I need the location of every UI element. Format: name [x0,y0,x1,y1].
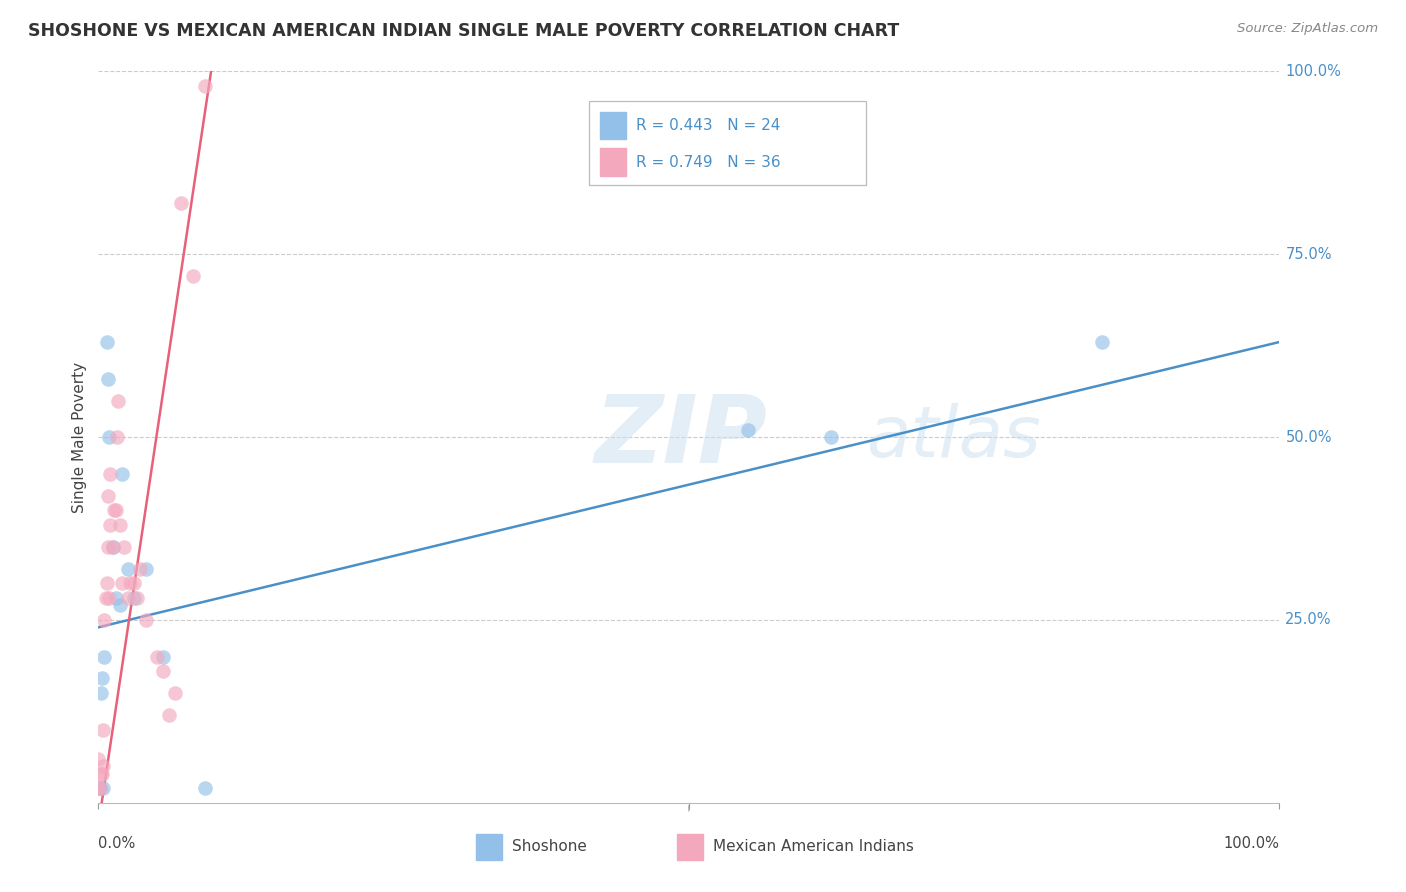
Text: R = 0.443   N = 24: R = 0.443 N = 24 [636,118,780,133]
Point [122,576,145,591]
Bar [589,101,866,185]
Text: 100.0%: 100.0% [1285,64,1341,78]
Point [117,591,139,605]
Text: R = 0.749   N = 36: R = 0.749 N = 36 [636,154,780,169]
Point [165,686,187,700]
Point [170,196,193,211]
Point [89,781,111,796]
Point [98,591,121,605]
Point [97,371,120,385]
Point [181,269,204,284]
Point [117,562,139,576]
Point [1091,334,1114,349]
Bar [600,148,626,176]
Point [194,78,217,93]
Point [93,649,115,664]
Text: Source: ZipAtlas.com: Source: ZipAtlas.com [1237,22,1378,36]
Point [96,334,118,349]
Point [97,540,120,554]
Point [157,708,180,723]
Bar [477,833,502,860]
Point [112,540,135,554]
Point [91,723,114,737]
Point [108,517,131,532]
Point [105,430,128,444]
Text: 50.0%: 50.0% [1285,430,1331,444]
Point [91,766,114,780]
Text: ZIP: ZIP [595,391,768,483]
Point [96,576,118,591]
Point [90,686,112,700]
Point [101,540,124,554]
Point [91,781,114,796]
Bar [678,833,703,860]
Point [146,649,169,664]
Bar [600,112,626,139]
Text: 100.0%: 100.0% [1223,836,1279,851]
Point [111,467,134,481]
Text: atlas: atlas [866,402,1040,472]
Point [111,576,134,591]
Point [93,613,115,627]
Point [107,393,129,408]
Point [820,430,842,444]
Point [103,503,125,517]
Text: Shoshone: Shoshone [512,839,586,855]
Point [90,766,112,780]
Text: 25.0%: 25.0% [1285,613,1331,627]
Point [91,759,114,773]
Y-axis label: Single Male Poverty: Single Male Poverty [72,361,87,513]
Point [98,430,121,444]
Point [135,562,157,576]
Point [737,423,759,437]
Point [87,752,110,766]
Point [98,467,121,481]
Point [128,562,150,576]
Point [97,489,120,503]
Point [194,781,217,796]
Point [87,781,110,796]
Point [105,503,128,517]
Point [91,672,114,686]
Point [108,599,131,613]
Text: Mexican American Indians: Mexican American Indians [713,839,914,855]
Point [152,664,174,678]
Point [98,517,121,532]
Point [152,649,174,664]
Point [101,540,124,554]
Text: 0.0%: 0.0% [98,836,135,851]
Point [94,591,117,605]
Point [105,591,128,605]
Text: 75.0%: 75.0% [1285,247,1331,261]
Point [87,781,110,796]
Point [89,781,111,796]
Point [127,591,149,605]
Point [122,591,145,605]
Point [135,613,157,627]
Point [120,576,142,591]
Text: SHOSHONE VS MEXICAN AMERICAN INDIAN SINGLE MALE POVERTY CORRELATION CHART: SHOSHONE VS MEXICAN AMERICAN INDIAN SING… [28,22,900,40]
